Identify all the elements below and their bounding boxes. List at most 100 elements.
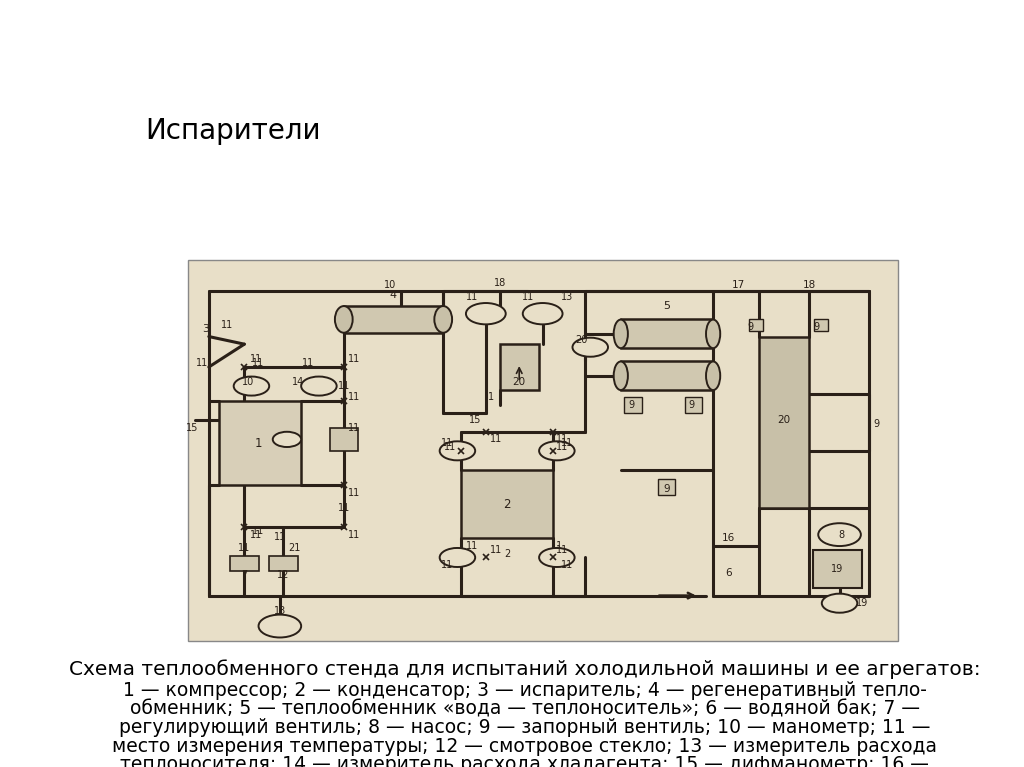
- Text: 3: 3: [202, 324, 209, 334]
- Bar: [269, 555, 298, 571]
- Ellipse shape: [706, 361, 720, 390]
- Ellipse shape: [434, 306, 453, 333]
- Bar: [230, 555, 258, 571]
- Bar: [759, 337, 809, 508]
- Text: 18: 18: [494, 278, 506, 288]
- Text: 11: 11: [556, 434, 568, 444]
- Text: 11: 11: [556, 442, 568, 452]
- Text: 12: 12: [278, 570, 290, 580]
- Text: 14: 14: [292, 377, 304, 387]
- Text: 16: 16: [722, 533, 735, 544]
- Text: Испарители: Испарители: [145, 117, 321, 145]
- Ellipse shape: [466, 303, 506, 324]
- Text: 11: 11: [440, 438, 453, 448]
- Text: 11: 11: [561, 560, 573, 570]
- Text: 19: 19: [831, 564, 844, 574]
- Bar: [330, 428, 358, 451]
- Text: 11: 11: [302, 358, 314, 368]
- Text: 9: 9: [629, 400, 635, 410]
- Text: 1 — компрессор; 2 — конденсатор; 3 — испаритель; 4 — регенеративный тепло-: 1 — компрессор; 2 — конденсатор; 3 — исп…: [123, 681, 927, 700]
- Bar: [500, 344, 539, 390]
- Text: 5: 5: [664, 301, 671, 311]
- Text: 20: 20: [575, 335, 588, 345]
- Text: 13: 13: [561, 291, 573, 301]
- Text: место измерения температуры; 12 — смотровое стекло; 13 — измеритель расхода: место измерения температуры; 12 — смотро…: [113, 736, 937, 755]
- Text: 11: 11: [561, 438, 573, 448]
- Text: 11: 11: [250, 354, 262, 364]
- Bar: [814, 319, 828, 331]
- Text: 6: 6: [725, 568, 732, 578]
- Text: 11: 11: [196, 358, 208, 368]
- Bar: [625, 397, 642, 413]
- Text: 9: 9: [689, 400, 695, 410]
- Text: 11: 11: [273, 532, 286, 542]
- Text: 11: 11: [556, 545, 568, 555]
- Text: 19: 19: [856, 598, 868, 608]
- Text: 11: 11: [348, 423, 360, 433]
- Text: 11: 11: [348, 488, 360, 498]
- Text: 11: 11: [490, 434, 503, 444]
- Text: 9: 9: [748, 322, 754, 332]
- Text: 11: 11: [253, 358, 264, 368]
- Ellipse shape: [613, 320, 628, 348]
- Ellipse shape: [572, 337, 608, 357]
- Ellipse shape: [335, 306, 352, 333]
- Text: 11: 11: [338, 381, 350, 391]
- Text: 20: 20: [777, 416, 791, 426]
- Text: 11: 11: [253, 526, 264, 536]
- Text: 15: 15: [469, 416, 481, 426]
- Ellipse shape: [439, 548, 475, 567]
- Ellipse shape: [439, 441, 475, 460]
- Text: 11: 11: [551, 541, 563, 551]
- Ellipse shape: [539, 441, 574, 460]
- Ellipse shape: [818, 523, 861, 546]
- Text: 21: 21: [288, 543, 300, 553]
- Text: 15: 15: [185, 423, 198, 433]
- Text: регулирующий вентиль; 8 — насос; 9 — запорный вентиль; 10 — манометр; 11 —: регулирующий вентиль; 8 — насос; 9 — зап…: [119, 718, 931, 737]
- Text: 11: 11: [239, 543, 251, 553]
- Ellipse shape: [258, 614, 301, 637]
- Text: 4: 4: [390, 290, 397, 300]
- Text: 9: 9: [664, 484, 671, 494]
- Ellipse shape: [822, 594, 857, 613]
- Ellipse shape: [706, 320, 720, 348]
- Bar: [749, 319, 763, 331]
- Text: 11: 11: [348, 393, 360, 403]
- Ellipse shape: [613, 361, 628, 390]
- Text: 11: 11: [348, 354, 360, 364]
- Text: 11: 11: [466, 541, 478, 551]
- Text: 11: 11: [490, 545, 503, 555]
- Text: теплоносителя; 14 — измеритель расхода хладагента; 15 — дифманометр; 16 —: теплоносителя; 14 — измеритель расхода х…: [121, 755, 929, 767]
- Text: 11: 11: [522, 291, 535, 301]
- Text: 1: 1: [487, 393, 494, 403]
- Text: 10: 10: [384, 280, 396, 290]
- Text: 11: 11: [444, 442, 457, 452]
- Bar: [621, 361, 713, 390]
- Bar: [344, 306, 443, 333]
- Text: 2: 2: [504, 498, 511, 511]
- Text: 2: 2: [504, 548, 510, 558]
- Text: 1: 1: [255, 436, 262, 449]
- Ellipse shape: [539, 548, 574, 567]
- Bar: [657, 479, 676, 495]
- Bar: [621, 319, 713, 348]
- Text: 13: 13: [273, 606, 286, 616]
- Bar: [219, 401, 301, 485]
- Ellipse shape: [301, 377, 337, 396]
- Text: 10: 10: [242, 377, 254, 387]
- Text: обменник; 5 — теплообменник «вода — теплоноситель»; 6 — водяной бак; 7 —: обменник; 5 — теплообменник «вода — тепл…: [130, 700, 920, 719]
- Bar: [813, 550, 862, 588]
- Ellipse shape: [272, 432, 301, 447]
- Bar: [187, 260, 898, 641]
- Text: 9: 9: [873, 419, 880, 430]
- Text: 11: 11: [220, 320, 232, 330]
- Text: Схема теплообменного стенда для испытаний холодильной машины и ее агрегатов:: Схема теплообменного стенда для испытани…: [69, 659, 981, 679]
- Text: 11: 11: [348, 530, 360, 540]
- Text: 18: 18: [803, 280, 816, 290]
- Text: 7: 7: [242, 570, 248, 580]
- Text: 11: 11: [440, 560, 453, 570]
- Text: 9: 9: [813, 322, 819, 332]
- Text: 20: 20: [513, 377, 525, 387]
- Text: 11: 11: [466, 291, 478, 301]
- Text: 8: 8: [838, 530, 844, 540]
